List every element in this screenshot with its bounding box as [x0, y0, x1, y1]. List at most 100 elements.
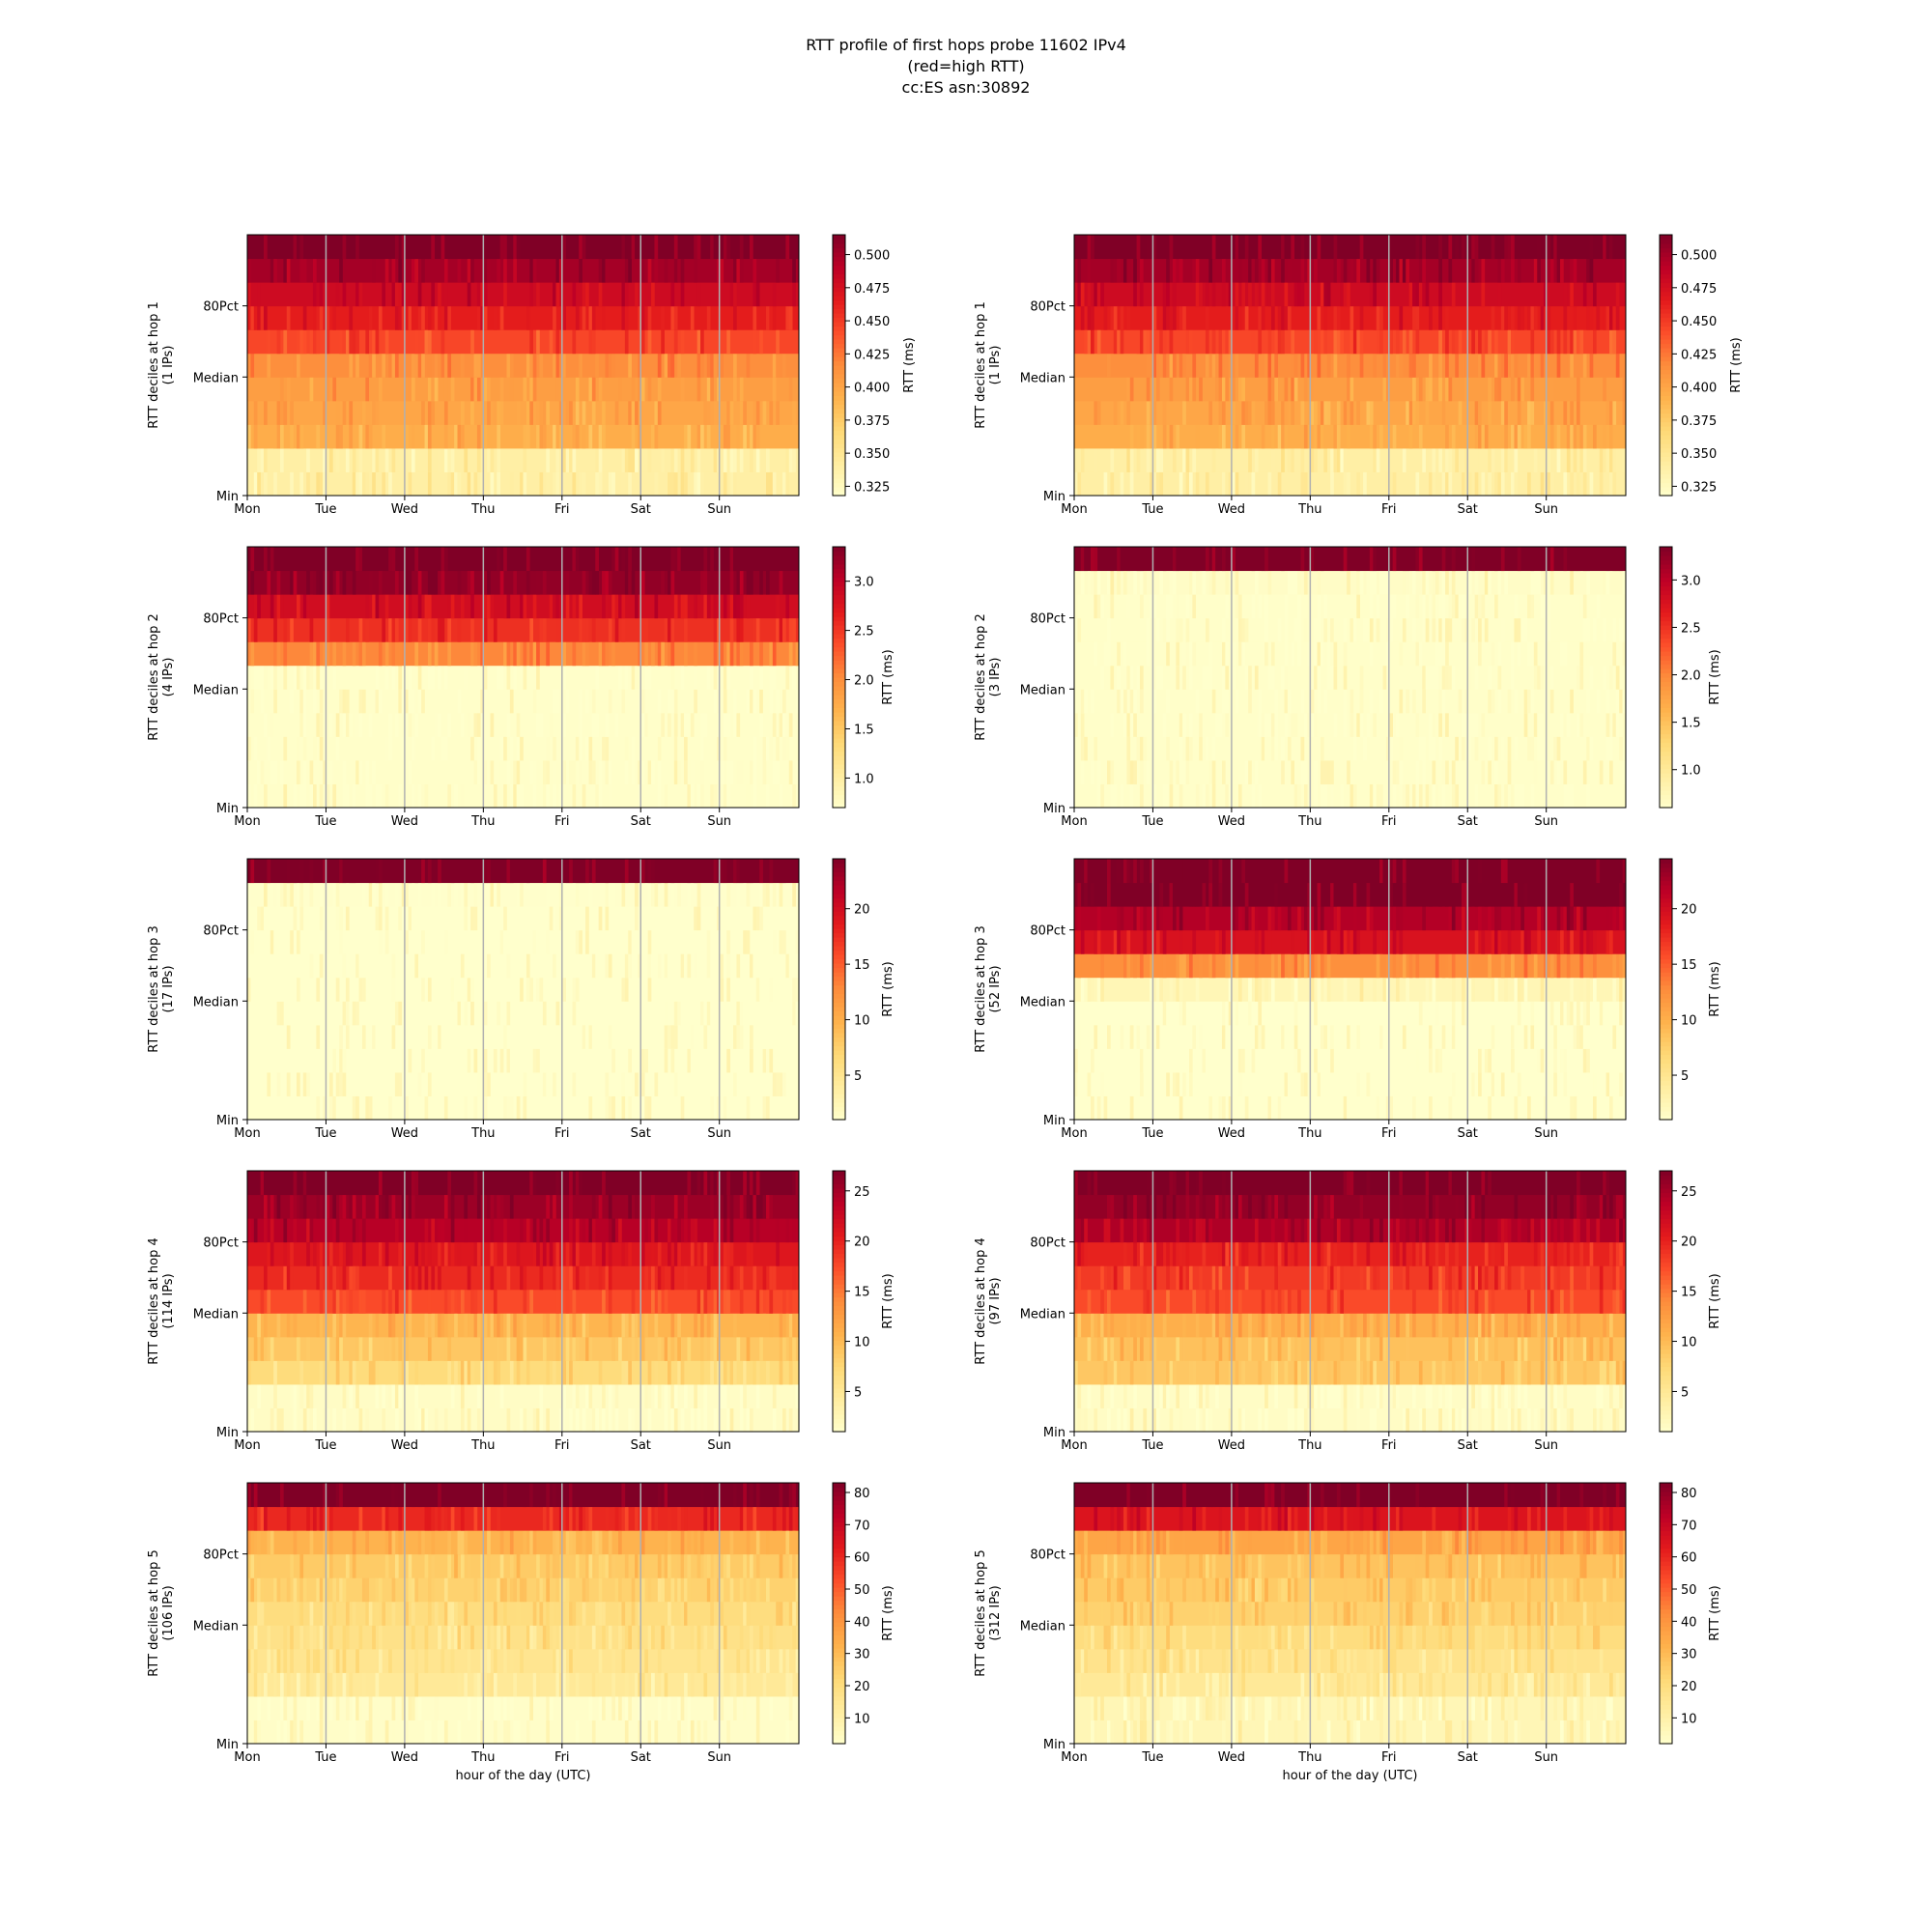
heatmap-cell: [1211, 329, 1216, 355]
heatmap-cell: [582, 305, 586, 330]
heatmap-cell: [1438, 1048, 1442, 1073]
heatmap-cell: [565, 859, 570, 884]
heatmap-cell: [1429, 447, 1433, 472]
heatmap-cell: [440, 1001, 445, 1026]
heatmap-cell: [1188, 953, 1193, 979]
heatmap-cell: [499, 906, 504, 931]
heatmap-cell: [673, 1407, 678, 1433]
heatmap-cell: [1553, 736, 1557, 761]
x-tick-label: Mon: [1061, 502, 1087, 517]
heatmap-cell: [1573, 1095, 1577, 1121]
heatmap-cell: [1382, 977, 1387, 1002]
heatmap-cell: [1284, 859, 1289, 884]
heatmap-cell: [605, 258, 610, 283]
heatmap-cell: [1422, 282, 1426, 307]
heatmap-cell: [1448, 594, 1453, 619]
heatmap-cell: [1192, 447, 1197, 472]
heatmap-cell: [1199, 1024, 1203, 1049]
heatmap-cell: [345, 977, 350, 1002]
heatmap-cell: [1549, 665, 1554, 690]
heatmap-cell: [293, 1383, 298, 1408]
heatmap-cell: [536, 570, 540, 595]
heatmap-cell: [1622, 400, 1627, 425]
colorbar-segment: [833, 1054, 845, 1060]
heatmap-cell: [1593, 859, 1597, 884]
heatmap-cell: [454, 882, 458, 907]
heatmap-cell: [1254, 1024, 1259, 1049]
heatmap-cell: [296, 424, 300, 449]
heatmap-cell: [332, 305, 337, 330]
heatmap-cell: [1122, 689, 1127, 714]
heatmap-cell: [1500, 258, 1505, 283]
heatmap-cell: [443, 282, 448, 307]
heatmap-cell: [696, 235, 701, 260]
heatmap-cell: [1488, 329, 1492, 355]
heatmap-cell: [358, 282, 363, 307]
heatmap-cell: [270, 1241, 274, 1266]
heatmap-cell: [1277, 906, 1282, 931]
heatmap-cell: [1605, 305, 1610, 330]
heatmap-cell: [342, 329, 347, 355]
colorbar-segment: [1660, 1019, 1672, 1025]
heatmap-cell: [575, 977, 580, 1002]
heatmap-cell: [1166, 641, 1170, 667]
heatmap-cell: [1287, 258, 1292, 283]
colorbar-segment: [833, 304, 845, 310]
heatmap-cell: [739, 570, 744, 595]
x-tick-label: Mon: [1061, 814, 1087, 829]
heatmap-cell: [1399, 1071, 1404, 1096]
heatmap-cell: [431, 617, 436, 642]
heatmap-cell: [401, 689, 406, 714]
heatmap-cell: [470, 1071, 474, 1096]
heatmap-cell: [1179, 859, 1183, 884]
heatmap-cell: [673, 258, 678, 283]
heatmap-cell: [438, 305, 441, 330]
heatmap-cell: [598, 1001, 603, 1026]
heatmap-band: [1074, 641, 1626, 667]
heatmap-cell: [1133, 906, 1137, 931]
heatmap-cell: [1451, 570, 1456, 595]
heatmap-cell: [1523, 929, 1528, 954]
heatmap-cell: [579, 1360, 582, 1385]
heatmap-cell: [326, 594, 330, 619]
heatmap-cell: [542, 424, 547, 449]
heatmap-cell: [257, 282, 261, 307]
heatmap-cell: [1438, 329, 1442, 355]
heatmap-cell: [1507, 1024, 1512, 1049]
heatmap-cell: [1176, 977, 1180, 1002]
heatmap-cell: [1603, 447, 1606, 472]
heatmap-cell: [788, 759, 793, 784]
heatmap-cell: [1359, 665, 1364, 690]
heatmap-cell: [532, 547, 537, 572]
heatmap-cell: [352, 471, 356, 497]
heatmap-cell: [470, 929, 474, 954]
heatmap-cell: [1126, 712, 1131, 737]
heatmap-cell: [1330, 759, 1334, 784]
colorbar-label-text: RTT (ms): [1708, 961, 1722, 1016]
heatmap-cell: [555, 1313, 560, 1338]
colorbar-segment: [833, 751, 845, 756]
colorbar-segment: [1660, 980, 1672, 986]
x-tick-label: Sat: [631, 814, 651, 829]
heatmap-cell: [1122, 570, 1127, 595]
heatmap-cell: [1563, 759, 1568, 784]
heatmap-cell: [1094, 400, 1098, 425]
heatmap-cell: [1478, 1001, 1482, 1026]
heatmap-cell: [339, 258, 343, 283]
heatmap-cell: [1258, 1001, 1263, 1026]
colorbar-segment: [833, 356, 845, 362]
heatmap-cell: [375, 1360, 380, 1385]
colorbar-segment: [1660, 790, 1672, 796]
heatmap-cell: [1415, 1024, 1420, 1049]
heatmap-cell: [595, 447, 599, 472]
heatmap-cell: [1622, 953, 1627, 979]
colorbar-segment: [1660, 412, 1672, 418]
heatmap-cell: [509, 377, 514, 402]
heatmap-cell: [473, 906, 478, 931]
heatmap-cell: [640, 329, 645, 355]
heatmap-cell: [736, 712, 741, 737]
heatmap-cell: [717, 1360, 721, 1385]
heatmap-cell: [398, 1001, 403, 1026]
heatmap-cell: [1179, 906, 1183, 931]
heatmap-cell: [1356, 329, 1360, 355]
